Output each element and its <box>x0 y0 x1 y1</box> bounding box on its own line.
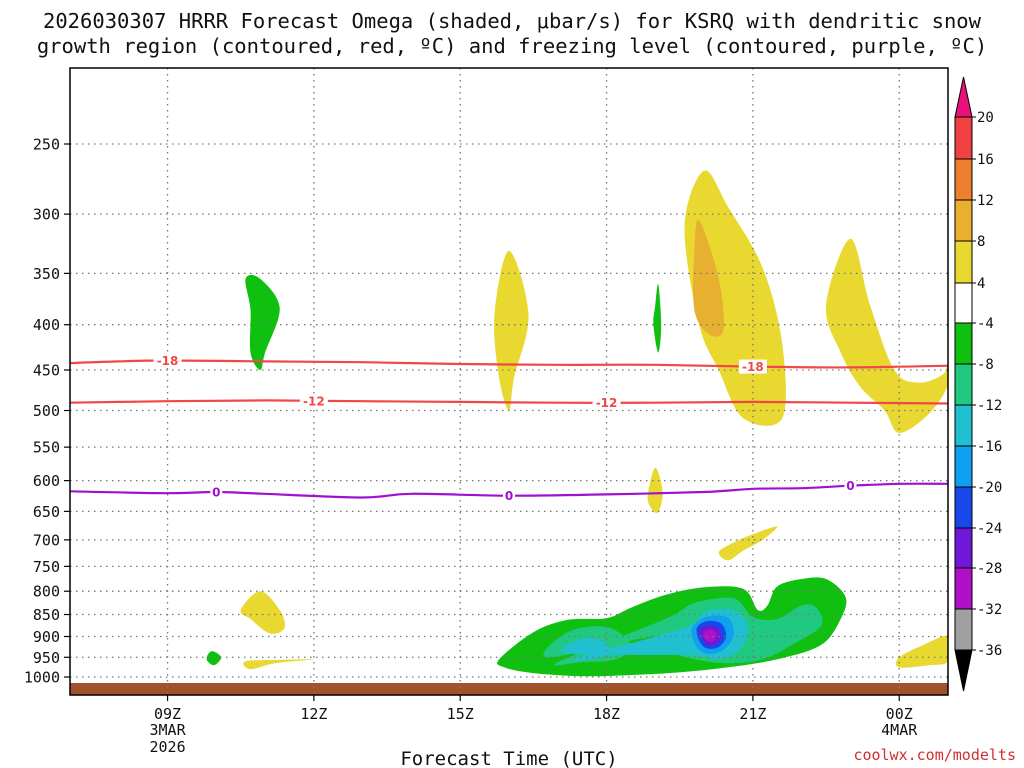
x-tick-date-4MAR: 4MAR <box>881 721 918 739</box>
colorbar-label--36: -36 <box>977 643 1002 659</box>
colorbar-bin--4-to-4 <box>954 282 973 324</box>
colorbar-label--32: -32 <box>977 602 1002 618</box>
omega-green-10z-low <box>206 651 222 666</box>
y-tick-label-250: 250 <box>33 136 60 154</box>
colorbar-bin-12-to-16 <box>954 158 973 201</box>
credit-text: coolwx.com/modelts <box>853 746 1016 764</box>
x-tick-label-12Z: 12Z <box>300 705 327 723</box>
colorbar-bin--32-to--28 <box>954 567 973 610</box>
dgz-minus18-label-bg <box>153 353 182 368</box>
omega-yellow-23z <box>826 238 948 433</box>
colorbar-label--20: -20 <box>977 480 1002 496</box>
temperature-contours: -18 -18 -12 -12 0 0 0 <box>70 353 948 503</box>
y-tick-label-1000: 1000 <box>24 669 60 687</box>
dgz-minus18-label: -18 <box>742 360 764 374</box>
dgz-minus18-label: -18 <box>157 354 179 368</box>
omega-orange-20z <box>693 219 725 337</box>
colorbar-bin--28-to--24 <box>954 527 973 569</box>
y-tick-label-900: 900 <box>33 628 60 646</box>
y-tick-label-850: 850 <box>33 606 60 624</box>
colorbar-bin--24-to--20 <box>954 486 973 529</box>
chart-title-line-1: 2026030307 HRRR Forecast Omega (shaded, … <box>43 9 981 33</box>
colorbar-label--28: -28 <box>977 561 1002 577</box>
chart-title-line-2: growth region (contoured, red, ºC) and f… <box>36 34 988 58</box>
dgz-minus18-label-bg <box>738 359 767 374</box>
y-tick-label-950: 950 <box>33 649 60 667</box>
colorbar-bin--20-to--16 <box>954 445 973 488</box>
y-tick-label-750: 750 <box>33 558 60 576</box>
colorbar-bin-below-36 <box>954 649 973 692</box>
y-tick-label-650: 650 <box>33 503 60 521</box>
x-tick-label-21Z: 21Z <box>739 705 766 723</box>
freezing-level-label: 0 <box>212 485 220 499</box>
y-tick-label-800: 800 <box>33 583 60 601</box>
y-tick-label-550: 550 <box>33 439 60 457</box>
x-axis-title: Forecast Time (UTC) <box>400 748 617 768</box>
ground-surface-bar <box>70 683 948 695</box>
omega-yellow-16z <box>493 250 529 411</box>
y-tick-label-400: 400 <box>33 316 60 334</box>
omega-magenta-main <box>703 629 717 642</box>
freezing-level-label: 0 <box>846 479 854 493</box>
colorbar-bin--8-to--4 <box>954 322 973 365</box>
colorbar-label--4: -4 <box>977 316 994 332</box>
colorbar-bin-16-to-20 <box>954 116 973 160</box>
x-tick-label-09Z: 09Z <box>154 705 181 723</box>
freezing-level-label-bg <box>210 484 223 499</box>
dgz-minus12-line <box>70 399 948 405</box>
x-tick-label-15Z: 15Z <box>447 705 474 723</box>
x-tick-year-2026: 2026 <box>149 738 185 756</box>
y-axis: 250 300 350 400 450 500 550 600 650 700 750 800 850 9… <box>24 136 70 687</box>
x-tick-date-3MAR: 3MAR <box>149 721 186 739</box>
dgz-minus12-label: -12 <box>303 394 325 408</box>
freezing-level-label-bg <box>844 478 857 493</box>
colorbar-label-20: 20 <box>977 110 994 126</box>
colorbar-label-4: 4 <box>977 276 985 292</box>
omega-yellow-25z <box>895 635 948 668</box>
colorbar-bin--12-to--8 <box>954 363 973 406</box>
chart-title: 2026030307 HRRR Forecast Omega (shaded, … <box>0 9 1024 59</box>
x-tick-label-18Z: 18Z <box>593 705 620 723</box>
colorbar-label--8: -8 <box>977 357 994 373</box>
colorbar-label--24: -24 <box>977 521 1002 537</box>
colorbar-bin--36-to--32 <box>954 608 973 651</box>
colorbar-bin-above-20 <box>954 76 973 118</box>
y-tick-label-450: 450 <box>33 361 60 379</box>
dgz-minus12-label-bg <box>592 395 621 410</box>
colorbar-label-16: 16 <box>977 152 994 168</box>
colorbar-label--12: -12 <box>977 398 1002 414</box>
y-tick-label-500: 500 <box>33 402 60 420</box>
omega-yellow-11z-low <box>243 659 314 670</box>
x-tick-label-00Z: 00Z <box>886 705 913 723</box>
freezing-level-label-bg <box>503 488 515 503</box>
colorbar-bin--16-to--12 <box>954 404 973 447</box>
dgz-minus12-label: -12 <box>596 396 618 410</box>
omega-green-19z <box>653 283 662 353</box>
omega-yellow-19z-small <box>647 467 663 514</box>
y-tick-label-700: 700 <box>33 531 60 549</box>
colorbar-label-8: 8 <box>977 234 985 250</box>
colorbar-label-12: 12 <box>977 193 994 209</box>
grid-lines <box>70 68 948 695</box>
colorbar: 20 16 12 8 4 -4 -8 -12 -16 -20 -24 -28 -32 -36 <box>954 76 1002 692</box>
colorbar-bin-8-to-12 <box>954 199 973 242</box>
y-tick-label-350: 350 <box>33 265 60 283</box>
colorbar-label--16: -16 <box>977 439 1002 455</box>
y-tick-label-300: 300 <box>33 206 60 224</box>
y-tick-label-600: 600 <box>33 472 60 490</box>
omega-green-10z <box>245 275 280 370</box>
omega-shading <box>206 170 948 677</box>
omega-yellow-21z <box>718 526 778 561</box>
plot-frame <box>69 67 949 696</box>
omega-yellow-11z <box>240 591 286 634</box>
colorbar-bin-4-to-8 <box>954 240 973 284</box>
freezing-level-label: 0 <box>505 489 513 503</box>
dgz-minus12-label-bg <box>299 393 328 408</box>
